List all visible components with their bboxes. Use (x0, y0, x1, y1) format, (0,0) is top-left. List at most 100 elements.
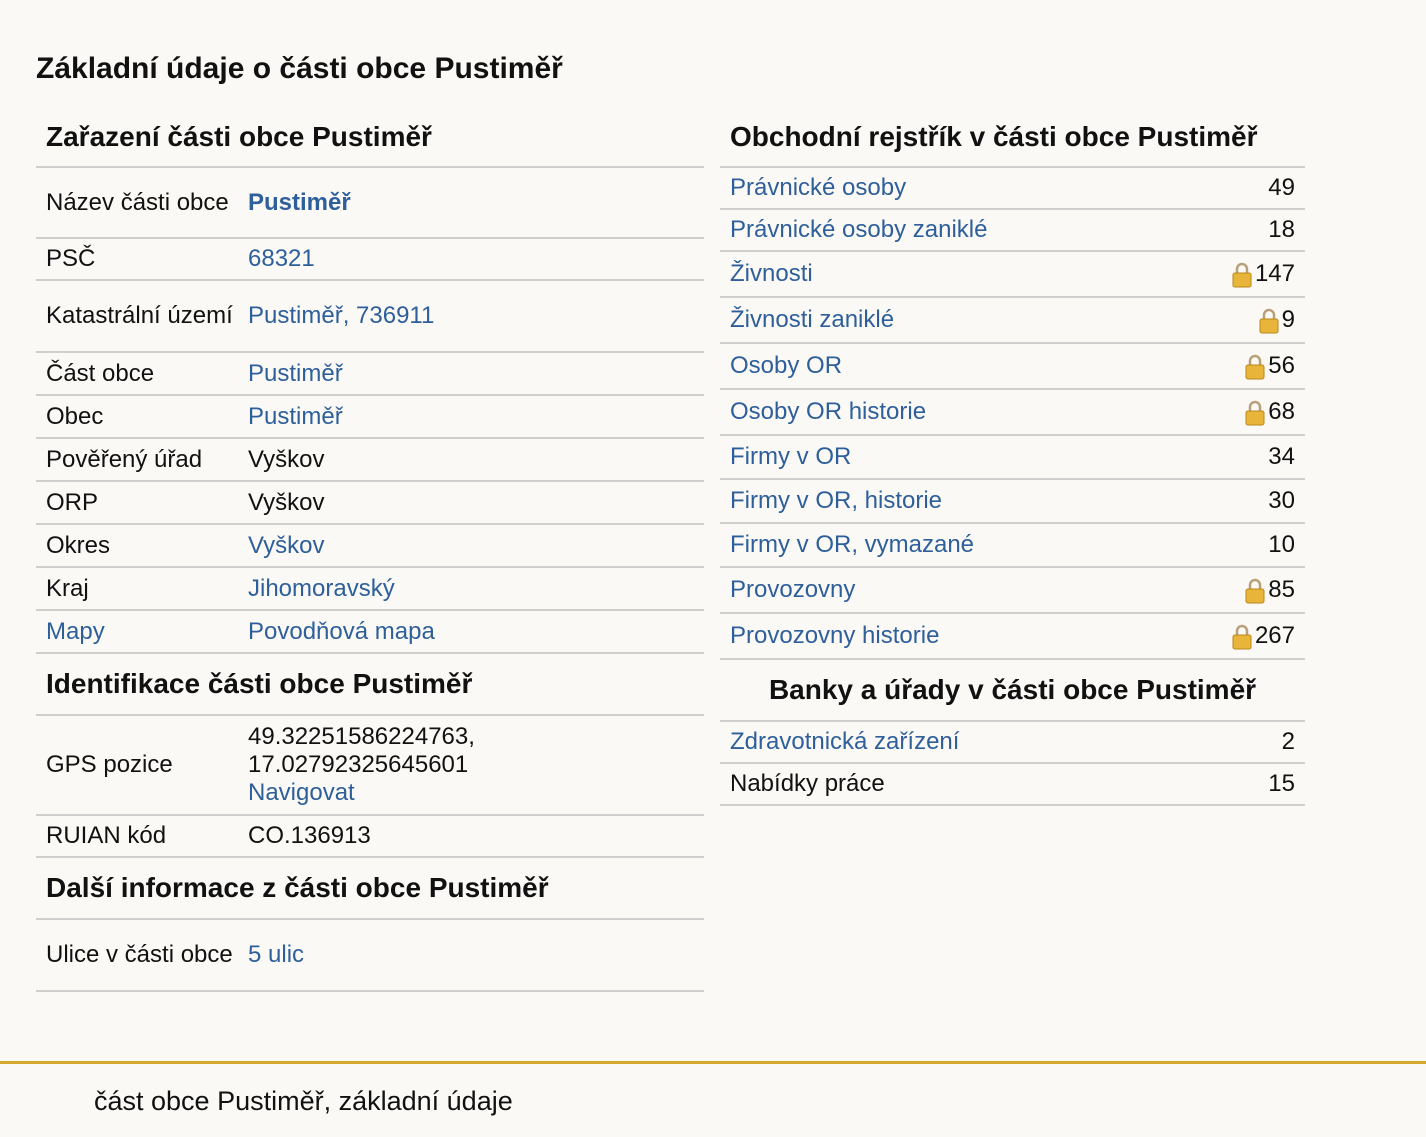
register-count: 18 (1268, 216, 1295, 243)
table-row: Osoby OR historie 68 (720, 390, 1305, 436)
register-item-link[interactable]: Živnosti (730, 260, 813, 287)
job-offers-label: Nabídky práce (730, 770, 885, 797)
register-count: 147 (1254, 260, 1295, 287)
table-row: Pověřený úřad Vyškov (36, 439, 704, 482)
register-item-link[interactable]: Provozovny (730, 576, 856, 603)
row-label: GPS pozice (46, 751, 173, 778)
register-count: 9 (1281, 306, 1295, 333)
row-label: RUIAN kód (46, 822, 167, 849)
table-row: Firmy v OR, historie 30 (720, 480, 1305, 524)
lock-icon[interactable] (1245, 577, 1265, 604)
psc-link[interactable]: 68321 (248, 245, 315, 272)
table-row: Osoby OR 56 (720, 344, 1305, 390)
more-info-table: Ulice v části obce 5 ulic (36, 918, 704, 992)
maps-link[interactable]: Mapy (46, 617, 105, 645)
table-row: Obec Pustiměř (36, 396, 704, 439)
table-row: ORP Vyškov (36, 482, 704, 525)
classification-title: Zařazení části obce Pustiměř (46, 121, 432, 152)
register-item-link[interactable]: Právnické osoby zaniklé (730, 216, 988, 243)
footer: část obce Pustiměř, základní údaje (0, 1061, 1426, 1137)
table-row: Název části obce Pustiměř (36, 168, 704, 239)
page-title: Základní údaje o části obce Pustiměř (36, 52, 563, 85)
navigate-link[interactable]: Navigovat (248, 779, 355, 806)
health-facilities-link[interactable]: Zdravotnická zařízení (730, 728, 960, 755)
banks-offices-title: Banky a úřady v části obce Pustiměř (768, 674, 1257, 705)
row-value: Vyškov (248, 488, 325, 516)
row-label: Název části obce (46, 188, 229, 216)
municipality-link[interactable]: Pustiměř (248, 402, 343, 430)
row-label: Pověřený úřad (46, 445, 203, 473)
table-row: Provozovny 85 (720, 568, 1305, 614)
register-count: 85 (1268, 576, 1295, 603)
row-label: Katastrální území (46, 302, 233, 329)
row-label: Okres (46, 531, 111, 559)
table-row: Nabídky práce 15 (720, 764, 1305, 806)
footer-text: část obce Pustiměř, základní údaje (94, 1086, 513, 1116)
register-count: 34 (1268, 443, 1295, 470)
gps-longitude: 17.02792325645601 (248, 751, 469, 778)
table-row: Firmy v OR, vymazané 10 (720, 524, 1305, 568)
table-row: Právnické osoby 49 (720, 168, 1305, 210)
table-row: Firmy v OR 34 (720, 436, 1305, 480)
table-row: Mapy Povodňová mapa (36, 611, 704, 654)
ruian-code: CO.136913 (248, 822, 371, 849)
facilities-count: 2 (1281, 728, 1295, 755)
table-row: GPS pozice 49.32251586224763, 17.0279232… (36, 716, 704, 816)
part-name-link[interactable]: Pustiměř (248, 188, 351, 216)
register-item-link[interactable]: Firmy v OR, historie (730, 487, 943, 514)
lock-icon[interactable] (1245, 353, 1265, 380)
district-link[interactable]: Vyškov (248, 531, 325, 559)
register-count: 56 (1268, 352, 1295, 379)
streets-link[interactable]: 5 ulic (248, 941, 305, 968)
register-item-link[interactable]: Firmy v OR, vymazané (730, 531, 975, 558)
part-link[interactable]: Pustiměř (248, 359, 343, 387)
table-row: Živnosti 147 (720, 252, 1305, 298)
table-row: Ulice v části obce 5 ulic (36, 920, 704, 992)
identification-title: Identifikace části obce Pustiměř (46, 668, 473, 699)
register-count: 30 (1268, 487, 1295, 514)
gps-latitude: 49.32251586224763, (248, 723, 475, 750)
register-item-link[interactable]: Provozovny historie (730, 622, 940, 649)
register-count: 68 (1268, 398, 1295, 425)
banks-offices-table: Zdravotnická zařízení 2 Nabídky práce 15 (720, 720, 1305, 806)
row-label: Část obce (46, 359, 155, 387)
identification-table: GPS pozice 49.32251586224763, 17.0279232… (36, 714, 704, 858)
register-count: 10 (1268, 531, 1295, 558)
register-item-link[interactable]: Firmy v OR (730, 443, 852, 470)
row-label: ORP (46, 488, 99, 516)
table-row: Kraj Jihomoravský (36, 568, 704, 611)
right-column: Obchodní rejstřík v části obce Pustiměř … (720, 108, 1305, 806)
register-item-link[interactable]: Osoby OR (730, 352, 843, 379)
classification-table: Název části obce Pustiměř PSČ 68321 Kata… (36, 166, 704, 654)
flood-map-link[interactable]: Povodňová mapa (248, 617, 435, 645)
lock-icon[interactable] (1232, 261, 1252, 288)
register-item-link[interactable]: Osoby OR historie (730, 398, 927, 425)
row-label: Ulice v části obce (46, 941, 233, 968)
register-count: 267 (1254, 622, 1295, 649)
row-label: Kraj (46, 574, 89, 602)
register-item-link[interactable]: Právnické osoby (730, 174, 907, 201)
table-row: Katastrální území Pustiměř, 736911 (36, 281, 704, 353)
table-row: Právnické osoby zaniklé 18 (720, 210, 1305, 252)
lock-icon[interactable] (1259, 307, 1279, 334)
table-row: Provozovny historie 267 (720, 614, 1305, 660)
table-row: PSČ 68321 (36, 239, 704, 281)
lock-icon[interactable] (1245, 399, 1265, 426)
left-column: Zařazení části obce Pustiměř Název části… (36, 108, 704, 992)
business-register-table: Právnické osoby 49 Právnické osoby zanik… (720, 166, 1305, 660)
more-info-title: Další informace z části obce Pustiměř (46, 872, 549, 903)
row-value: Vyškov (248, 445, 325, 473)
row-label: Obec (46, 402, 104, 430)
table-row: Živnosti zaniklé 9 (720, 298, 1305, 344)
region-link[interactable]: Jihomoravský (248, 574, 395, 602)
cadastral-link[interactable]: Pustiměř, 736911 (248, 302, 435, 329)
lock-icon[interactable] (1232, 623, 1252, 650)
table-row: Zdravotnická zařízení 2 (720, 722, 1305, 764)
table-row: Okres Vyškov (36, 525, 704, 568)
job-offers-count: 15 (1268, 770, 1295, 797)
business-register-title: Obchodní rejstřík v části obce Pustiměř (730, 121, 1258, 152)
register-count: 49 (1268, 174, 1295, 201)
table-row: Část obce Pustiměř (36, 353, 704, 396)
row-label: PSČ (46, 245, 96, 272)
register-item-link[interactable]: Živnosti zaniklé (730, 306, 895, 333)
